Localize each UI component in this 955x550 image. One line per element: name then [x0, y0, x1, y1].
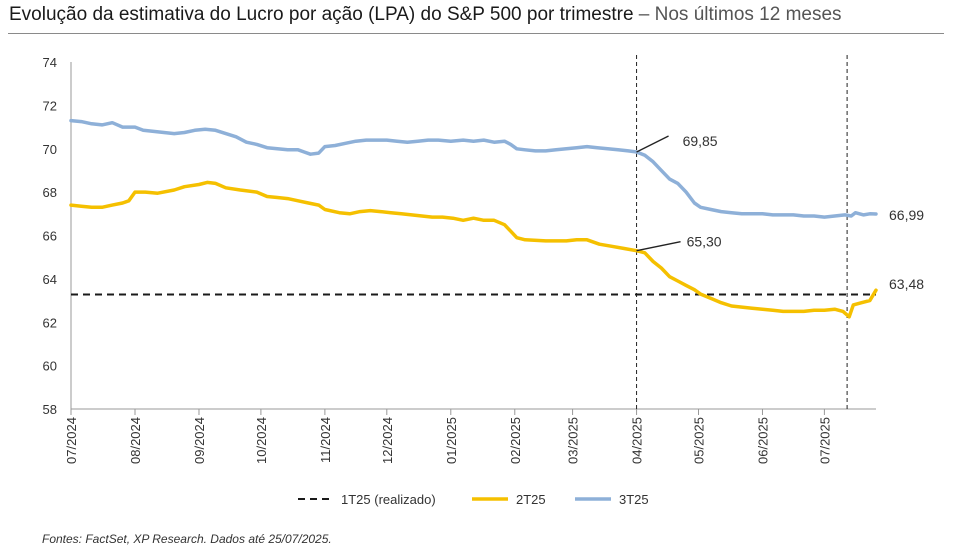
y-tick-label: 62	[43, 315, 57, 330]
series-line-2t25	[69, 180, 878, 319]
y-tick-label: 70	[43, 142, 57, 157]
title-sub: – Nos últimos 12 meses	[633, 4, 842, 25]
annotation-leader-2t25	[636, 241, 681, 252]
eps-line-chart: 58 60 62 64 66 68 70 72 74 07/2024 08/2024 09/2024 1…	[43, 55, 924, 507]
x-tick-label: 02/2025	[508, 417, 523, 464]
x-tick-label: 12/2024	[380, 417, 395, 464]
x-tick-label: 08/2024	[128, 417, 143, 464]
chart-title: Evolução da estimativa do Lucro por ação…	[9, 4, 842, 26]
x-tick-label: 05/2025	[691, 417, 706, 464]
y-tick-label: 64	[43, 272, 57, 287]
source-note: Fontes: FactSet, XP Research. Dados até …	[42, 532, 332, 546]
x-tick-label: 10/2024	[254, 417, 269, 464]
y-tick-label: 72	[43, 98, 57, 113]
legend-1t25-label: 1T25 (realizado)	[341, 492, 436, 507]
series-line-3t25	[69, 118, 878, 219]
legend-2t25-label: 2T25	[516, 492, 546, 507]
legend-3t25-label: 3T25	[619, 492, 649, 507]
x-tick-label: 01/2025	[444, 417, 459, 464]
title-divider	[8, 33, 944, 34]
x-tick-label: 03/2025	[566, 417, 581, 464]
title-main: Evolução da estimativa do Lucro por ação…	[9, 4, 634, 25]
annotation-label-3t25-apr: 69,85	[683, 133, 718, 149]
x-tick-label: 11/2024	[318, 417, 333, 463]
x-tick-label: 07/2024	[64, 417, 79, 464]
y-tick-label: 60	[43, 359, 57, 374]
end-label-3t25: 66,99	[889, 207, 924, 223]
end-label-2t25: 63,48	[889, 276, 924, 292]
x-tick-label: 06/2025	[755, 417, 770, 464]
annotation-leader-3t25	[636, 135, 669, 153]
y-tick-label: 58	[43, 402, 57, 417]
y-tick-label: 74	[43, 55, 57, 70]
x-tick-label: 07/2025	[817, 417, 832, 464]
annotation-label-2t25-apr: 65,30	[687, 234, 722, 250]
y-tick-label: 68	[43, 185, 57, 200]
x-tick-label: 04/2025	[630, 417, 645, 464]
x-tick-label: 09/2024	[192, 417, 207, 464]
y-tick-label: 66	[43, 229, 57, 244]
